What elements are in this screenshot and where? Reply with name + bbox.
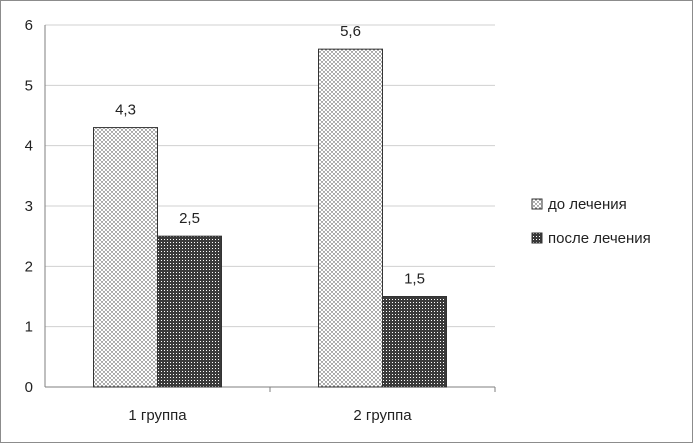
bar [157,235,222,388]
bar [318,48,383,388]
y-tick-label: 0 [25,379,33,396]
x-tick-label: 1 группа [128,407,187,424]
data-label: 1,5 [404,271,425,288]
y-tick-label: 4 [25,138,33,155]
data-label: 4,3 [115,102,136,119]
legend-label: после лечения [548,230,651,247]
y-tick-label: 1 [25,319,33,336]
y-tick-label: 3 [25,198,33,215]
legend-label: до лечения [548,196,627,213]
legend-swatch [531,232,543,244]
y-tick-label: 5 [25,77,33,94]
data-label: 5,6 [340,23,361,40]
legend: до лечения после лечения [531,196,651,247]
bar [93,127,158,388]
data-label: 2,5 [179,210,200,227]
x-tick-label: 2 группа [353,407,412,424]
y-tick-label: 6 [25,17,33,34]
legend-swatch [531,198,543,210]
bar [382,296,447,388]
bar-layer [93,48,447,388]
label-layer: 4,3 2,5 5,6 1,5 [115,23,425,287]
y-tick-label: 2 [25,258,33,275]
